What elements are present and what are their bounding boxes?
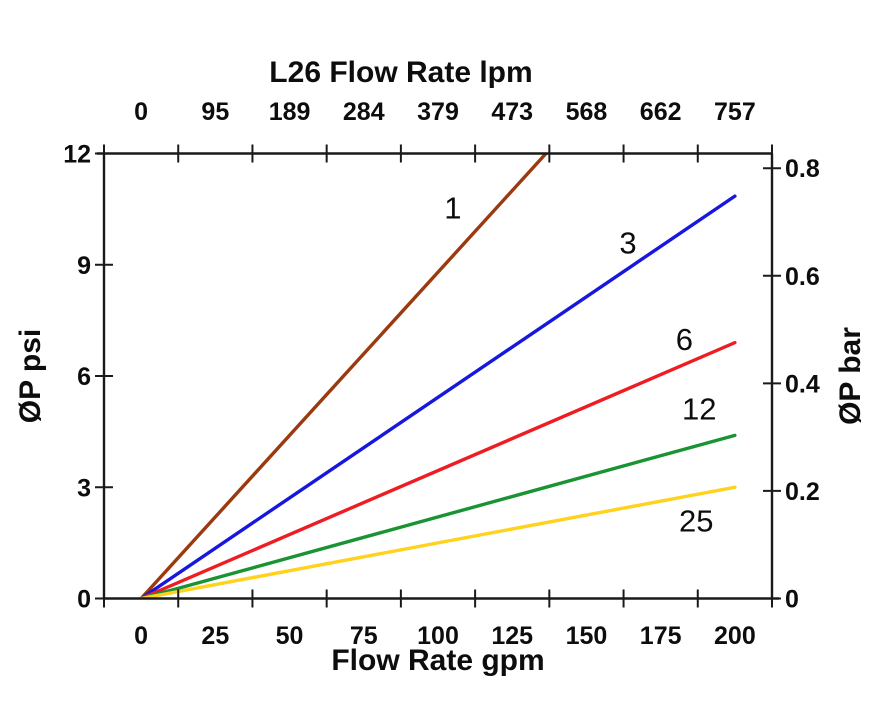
series-line-25: [139, 485, 737, 599]
left-tick-label: 3: [77, 474, 91, 502]
series-line-12: [139, 433, 737, 599]
left-tick-label: 0: [77, 586, 91, 614]
top-tick-label: 757: [714, 98, 756, 126]
series-label-6: 6: [676, 322, 693, 357]
top-tick-label: 662: [640, 98, 682, 126]
top-tick-label: 284: [343, 98, 385, 126]
left-tick-label: 12: [63, 141, 91, 169]
top-tick-label: 473: [491, 98, 533, 126]
top-tick-label: 568: [566, 98, 608, 126]
bottom-tick-label: 200: [714, 622, 756, 650]
series-line-3: [139, 194, 737, 599]
series-line-1: [139, 153, 549, 599]
bottom-axis-title: Flow Rate gpm: [331, 644, 545, 677]
top-tick-label: 189: [269, 98, 311, 126]
right-axis-title: ØP bar: [834, 327, 867, 425]
series-line-6: [139, 340, 737, 599]
series-label-12: 12: [682, 392, 716, 427]
series-label-25: 25: [679, 504, 713, 539]
top-tick-label: 95: [201, 98, 229, 126]
right-tick-label: 0.6: [785, 263, 820, 291]
left-axis-title: ØP psi: [14, 328, 47, 424]
bottom-tick-label: 50: [276, 622, 304, 650]
bottom-tick-label: 100: [417, 622, 459, 650]
top-tick-label: 0: [134, 98, 148, 126]
left-tick-label: 9: [77, 252, 91, 280]
left-tick-label: 6: [77, 363, 91, 391]
right-tick-label: 0.8: [785, 155, 820, 183]
series-label-1: 1: [444, 190, 461, 225]
bottom-tick-label: 150: [566, 622, 608, 650]
series-label-3: 3: [619, 226, 636, 261]
right-tick-label: 0: [785, 586, 799, 614]
bottom-tick-label: 125: [491, 622, 533, 650]
right-tick-label: 0.4: [785, 370, 820, 398]
top-axis-title: L26 Flow Rate lpm: [269, 56, 533, 89]
bottom-tick-label: 0: [134, 622, 148, 650]
right-tick-label: 0.2: [785, 478, 820, 506]
bottom-tick-label: 25: [201, 622, 229, 650]
bottom-tick-label: 75: [350, 622, 378, 650]
top-tick-label: 379: [417, 98, 459, 126]
bottom-tick-label: 175: [640, 622, 682, 650]
